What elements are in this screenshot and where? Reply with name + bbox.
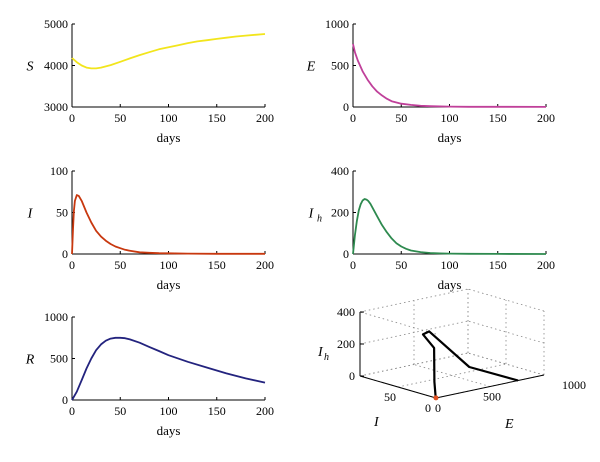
x-axis-label: days: [157, 130, 181, 145]
x-tick-label: 200: [537, 258, 555, 272]
i-tick-label: 50: [384, 390, 396, 404]
x-tick-label: 150: [489, 258, 507, 272]
y-tick-label: 4000: [44, 59, 68, 73]
x-tick-label: 100: [160, 404, 178, 418]
y-tick-label: 100: [50, 164, 68, 178]
x-tick-label: 200: [256, 404, 274, 418]
grid-line: [397, 363, 507, 388]
y-tick-label: 0: [343, 247, 349, 261]
x-axis-label: days: [438, 130, 462, 145]
x-tick-label: 150: [208, 111, 226, 125]
x-tick-label: 150: [208, 404, 226, 418]
x-tick-label: 0: [69, 404, 75, 418]
x-tick-label: 100: [160, 258, 178, 272]
series-line-ih: [352, 198, 547, 255]
series-line-r: [71, 336, 266, 401]
y-tick-label: 5000: [44, 17, 68, 31]
y-axis-label: R: [25, 353, 35, 368]
i-tick-label: 0: [425, 401, 431, 415]
x-tick-label: 0: [350, 111, 356, 125]
panel-s: 0 50 100 150 200 3000 4000 5000 days S: [27, 17, 275, 145]
ih-tick-label: 0: [349, 369, 355, 383]
i-axis-label: I: [373, 415, 380, 430]
x-axis-label: days: [157, 277, 181, 292]
y-tick-label: 1000: [325, 17, 349, 31]
e-axis: [435, 374, 545, 399]
panel-r: 0 50 100 150 200 0 500 1000 days R: [25, 310, 274, 438]
e-tick-label: 0: [435, 401, 441, 415]
series-line-s: [71, 33, 266, 70]
grid-line: [359, 352, 469, 377]
y-tick-label: 3000: [44, 100, 68, 114]
e-tick-label: 500: [483, 390, 501, 404]
panel-phase-3d: 0 200 400 0 500 1000 0 50 I E I h: [317, 288, 586, 432]
y-tick-label: 0: [62, 393, 68, 407]
x-tick-label: 0: [69, 258, 75, 272]
y-tick-label: 500: [331, 59, 349, 73]
e-tick-label: 1000: [562, 378, 586, 392]
y-axis-label-subscript: h: [317, 214, 322, 225]
y-tick-label: 0: [343, 100, 349, 114]
ih-axis-label: I: [317, 345, 324, 360]
x-tick-label: 200: [537, 111, 555, 125]
y-axis-label: I: [308, 207, 315, 222]
x-tick-label: 150: [489, 111, 507, 125]
x-tick-label: 0: [69, 111, 75, 125]
y-axis-label: S: [27, 60, 34, 75]
ih-tick-label: 400: [337, 305, 355, 319]
x-axis-label: days: [438, 277, 462, 292]
panel-i: 0 50 100 150 200 0 50 100 days I: [27, 164, 274, 292]
x-tick-label: 100: [160, 111, 178, 125]
y-tick-label: 50: [56, 206, 68, 220]
y-tick-label: 500: [50, 352, 68, 366]
x-tick-label: 0: [350, 258, 356, 272]
ih-tick-label: 200: [337, 337, 355, 351]
x-tick-label: 100: [441, 111, 459, 125]
grid-line: [359, 311, 437, 335]
x-tick-label: 200: [256, 111, 274, 125]
e-axis-label: E: [504, 417, 514, 432]
x-tick-label: 100: [441, 258, 459, 272]
x-tick-label: 200: [256, 258, 274, 272]
series-line-e: [352, 43, 547, 108]
y-tick-label: 200: [331, 206, 349, 220]
y-tick-label: 1000: [44, 310, 68, 324]
y-tick-label: 0: [62, 247, 68, 261]
series-line-i: [71, 194, 265, 255]
x-tick-label: 50: [395, 258, 407, 272]
x-tick-label: 50: [395, 111, 407, 125]
ih-axis-label-subscript: h: [324, 352, 329, 363]
trajectory-line: [421, 330, 519, 399]
x-axis-label: days: [157, 423, 181, 438]
panel-e: 0 50 100 150 200 0 500 1000 days E: [306, 17, 555, 145]
y-axis-label: E: [306, 60, 316, 75]
i-axis: [359, 375, 437, 399]
x-tick-label: 50: [114, 404, 126, 418]
panel-ih: 0 50 100 150 200 0 200 400 days I h: [308, 164, 555, 292]
y-tick-label: 400: [331, 164, 349, 178]
y-axis-label: I: [27, 207, 34, 222]
x-tick-label: 50: [114, 258, 126, 272]
x-tick-label: 150: [208, 258, 226, 272]
x-tick-label: 50: [114, 111, 126, 125]
equilibrium-point: [433, 395, 439, 401]
